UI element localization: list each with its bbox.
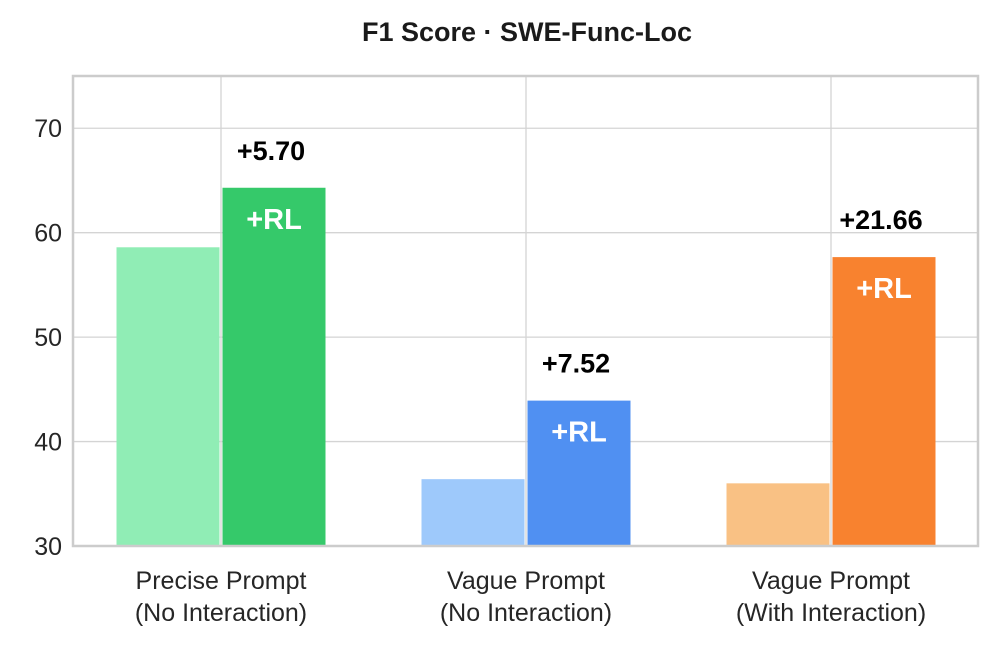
rl-bar: [222, 187, 326, 546]
y-tick-label: 50: [34, 324, 62, 352]
plot-frame: [71, 74, 980, 548]
x-tick-label-line2: (No Interaction): [440, 599, 612, 627]
baseline-bar: [726, 483, 830, 546]
delta-annotation: +7.52: [542, 349, 610, 379]
x-tick-label-line1: Vague Prompt: [752, 567, 910, 595]
y-tick-label: 70: [34, 115, 62, 143]
baseline-bar: [421, 479, 525, 546]
y-tick-label: 60: [34, 220, 62, 248]
rl-bar-label: +RL: [246, 204, 302, 236]
rl-bar-label: +RL: [551, 417, 607, 449]
x-tick-label-line1: Vague Prompt: [447, 567, 605, 595]
y-tick-label: 30: [34, 533, 62, 561]
bars-layer: [116, 187, 936, 547]
delta-annotation: +21.66: [839, 205, 922, 235]
x-tick-label-line1: Precise Prompt: [136, 567, 307, 595]
chart-title: F1 Score · SWE-Func-Loc: [362, 17, 692, 47]
y-tick-label: 40: [34, 429, 62, 457]
rl-bar-label: +RL: [856, 273, 912, 305]
rl-bar: [832, 257, 936, 546]
x-tick-label-line2: (With Interaction): [736, 599, 926, 627]
labels-layer: 30 40 50 60 70 +RL +5.70 Precise Prompt (No Inte…: [34, 115, 926, 627]
baseline-bar: [116, 247, 220, 547]
delta-annotation: +5.70: [237, 136, 305, 166]
rl-bar: [527, 400, 631, 546]
x-tick-label-line2: (No Interaction): [135, 599, 307, 627]
